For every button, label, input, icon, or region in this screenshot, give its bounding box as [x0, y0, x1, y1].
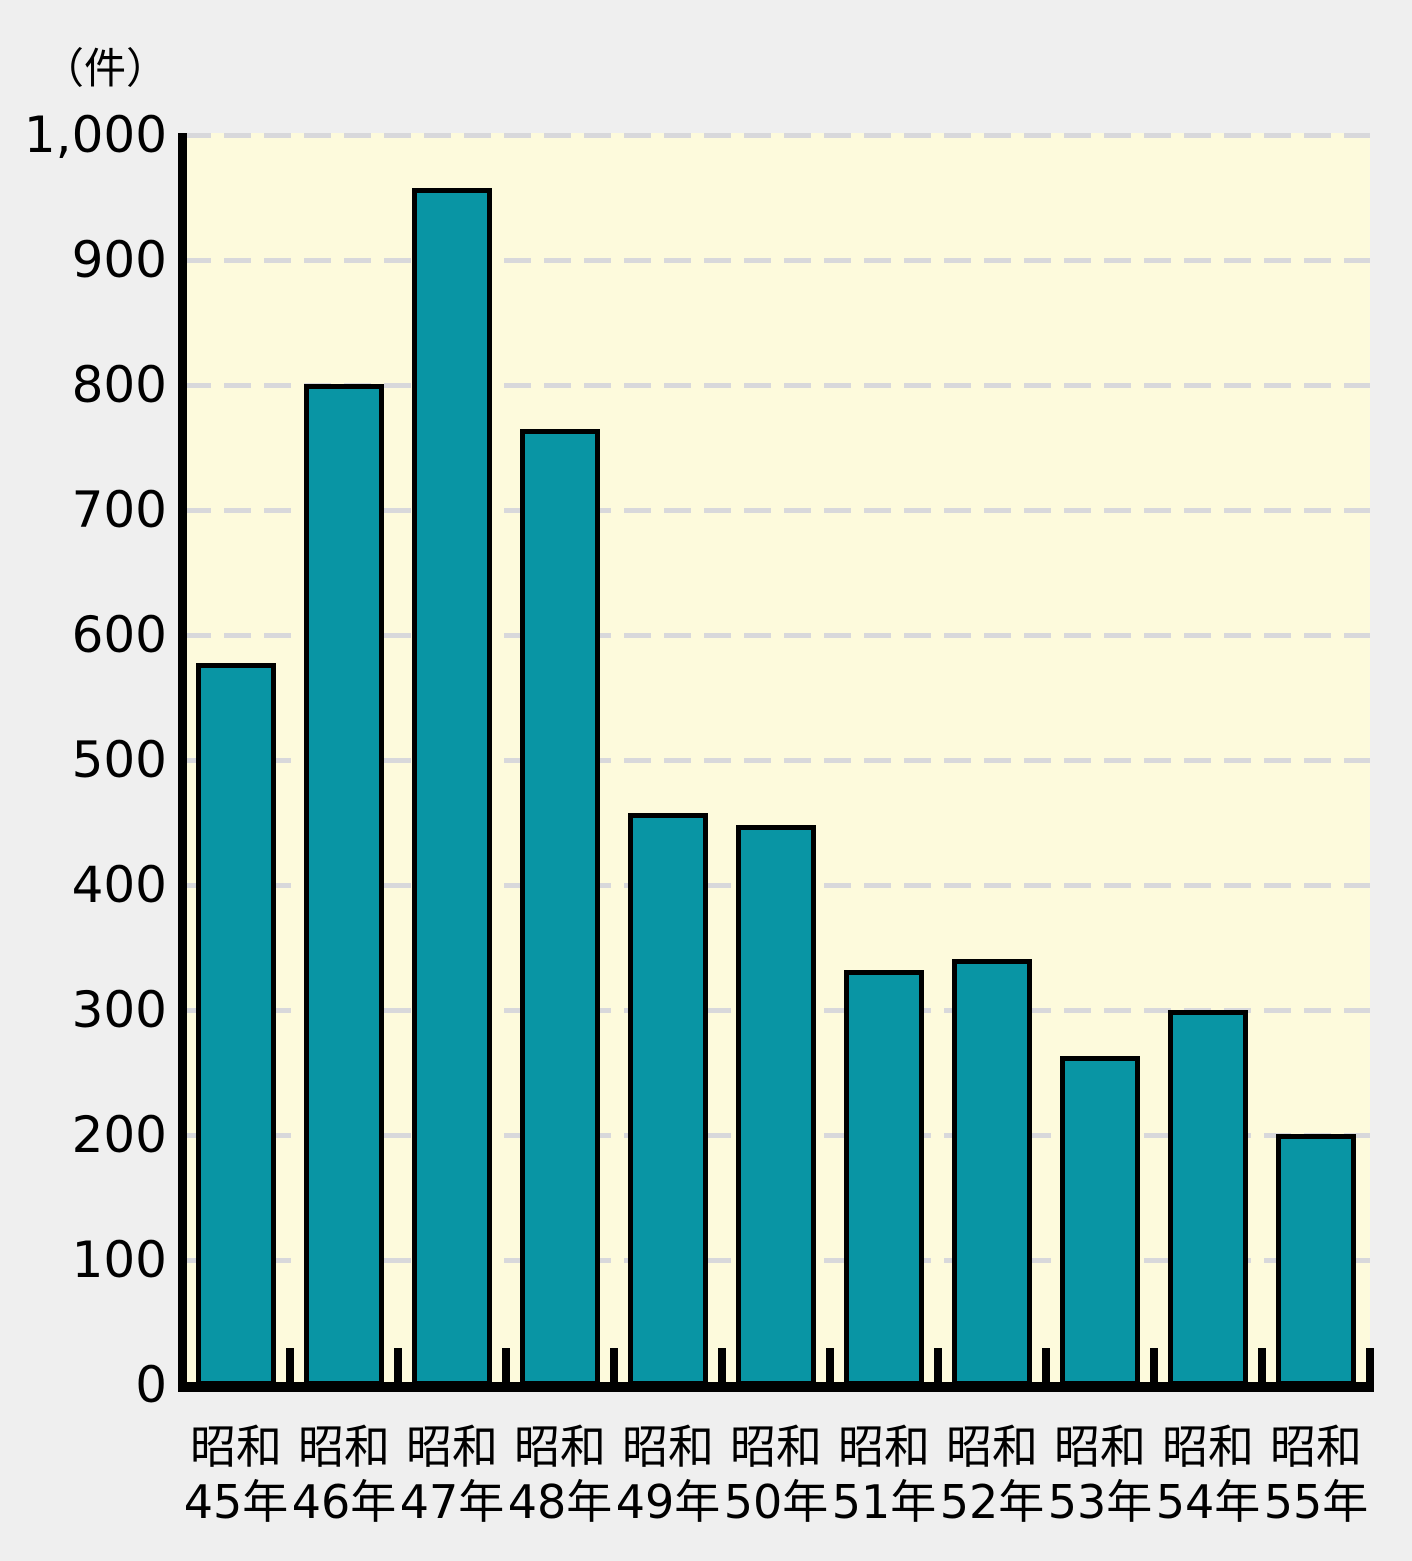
y-tick-label-900: 900 — [71, 231, 167, 289]
y-tick-label-300: 300 — [71, 981, 167, 1039]
x-tick-label-showa-49: 昭和 49年 — [614, 1420, 722, 1530]
x-label-year: 45年 — [183, 1475, 289, 1529]
bar-showa-47 — [412, 188, 492, 1386]
x-label-year: 53年 — [1047, 1475, 1153, 1529]
x-label-year: 54年 — [1155, 1475, 1261, 1529]
x-tick-label-showa-48: 昭和 48年 — [506, 1420, 614, 1530]
x-label-era: 昭和 — [514, 1420, 606, 1474]
bar-showa-48 — [520, 429, 600, 1386]
x-tick-label-showa-54: 昭和 54年 — [1154, 1420, 1262, 1530]
gridline-600 — [184, 633, 1370, 638]
x-axis-tick-7 — [934, 1348, 942, 1382]
y-tick-label-700: 700 — [71, 481, 167, 539]
x-tick-label-showa-45: 昭和 45年 — [182, 1420, 290, 1530]
x-label-era: 昭和 — [1270, 1420, 1362, 1474]
x-tick-label-showa-51: 昭和 51年 — [830, 1420, 938, 1530]
x-label-era: 昭和 — [838, 1420, 930, 1474]
y-tick-label-600: 600 — [71, 606, 167, 664]
bar-showa-45 — [196, 663, 276, 1386]
x-label-year: 46年 — [291, 1475, 397, 1529]
y-tick-label-400: 400 — [71, 856, 167, 914]
y-axis-line — [178, 133, 187, 1392]
y-tick-label-1000: 1,000 — [23, 106, 167, 164]
y-axis-unit-label: （件） — [41, 44, 168, 93]
x-label-year: 52年 — [939, 1475, 1045, 1529]
x-axis-tick-9 — [1150, 1348, 1158, 1382]
x-label-year: 47年 — [399, 1475, 505, 1529]
x-label-era: 昭和 — [1054, 1420, 1146, 1474]
bar-showa-55 — [1276, 1134, 1356, 1386]
x-axis-tick-5 — [718, 1348, 726, 1382]
bar-showa-46 — [304, 384, 384, 1386]
x-tick-label-showa-46: 昭和 46年 — [290, 1420, 398, 1530]
x-tick-label-showa-50: 昭和 50年 — [722, 1420, 830, 1530]
y-tick-label-200: 200 — [71, 1106, 167, 1164]
gridline-800 — [184, 383, 1370, 388]
x-tick-label-showa-47: 昭和 47年 — [398, 1420, 506, 1530]
x-label-era: 昭和 — [730, 1420, 822, 1474]
bar-showa-53 — [1060, 1056, 1140, 1386]
gridline-700 — [184, 508, 1370, 513]
x-tick-label-showa-55: 昭和 55年 — [1262, 1420, 1370, 1530]
y-tick-label-800: 800 — [71, 356, 167, 414]
x-axis-tick-2 — [394, 1348, 402, 1382]
x-axis-tick-6 — [826, 1348, 834, 1382]
gridline-1000 — [184, 133, 1370, 138]
y-tick-label-500: 500 — [71, 731, 167, 789]
x-tick-label-showa-52: 昭和 52年 — [938, 1420, 1046, 1530]
bar-showa-49 — [628, 813, 708, 1386]
x-axis-tick-8 — [1042, 1348, 1050, 1382]
x-label-era: 昭和 — [946, 1420, 1038, 1474]
x-label-era: 昭和 — [190, 1420, 282, 1474]
x-axis-tick-4 — [610, 1348, 618, 1382]
x-label-year: 49年 — [615, 1475, 721, 1529]
gridline-900 — [184, 258, 1370, 263]
x-axis-tick-3 — [502, 1348, 510, 1382]
x-label-era: 昭和 — [1162, 1420, 1254, 1474]
x-label-era: 昭和 — [622, 1420, 714, 1474]
gridline-500 — [184, 758, 1370, 763]
x-label-era: 昭和 — [406, 1420, 498, 1474]
y-tick-label-0: 0 — [135, 1356, 167, 1414]
bar-showa-52 — [952, 959, 1032, 1386]
x-label-year: 48年 — [507, 1475, 613, 1529]
y-tick-label-100: 100 — [71, 1231, 167, 1289]
x-axis-line — [178, 1382, 1374, 1392]
x-label-year: 51年 — [831, 1475, 937, 1529]
x-label-year: 55年 — [1263, 1475, 1369, 1529]
bar-showa-50 — [736, 825, 816, 1386]
x-axis-tick-10 — [1258, 1348, 1266, 1382]
x-axis-tick-11 — [1366, 1348, 1374, 1382]
bar-showa-51 — [844, 970, 924, 1386]
x-axis-tick-1 — [286, 1348, 294, 1382]
x-label-era: 昭和 — [298, 1420, 390, 1474]
bar-showa-54 — [1168, 1010, 1248, 1386]
x-tick-label-showa-53: 昭和 53年 — [1046, 1420, 1154, 1530]
x-label-year: 50年 — [723, 1475, 829, 1529]
